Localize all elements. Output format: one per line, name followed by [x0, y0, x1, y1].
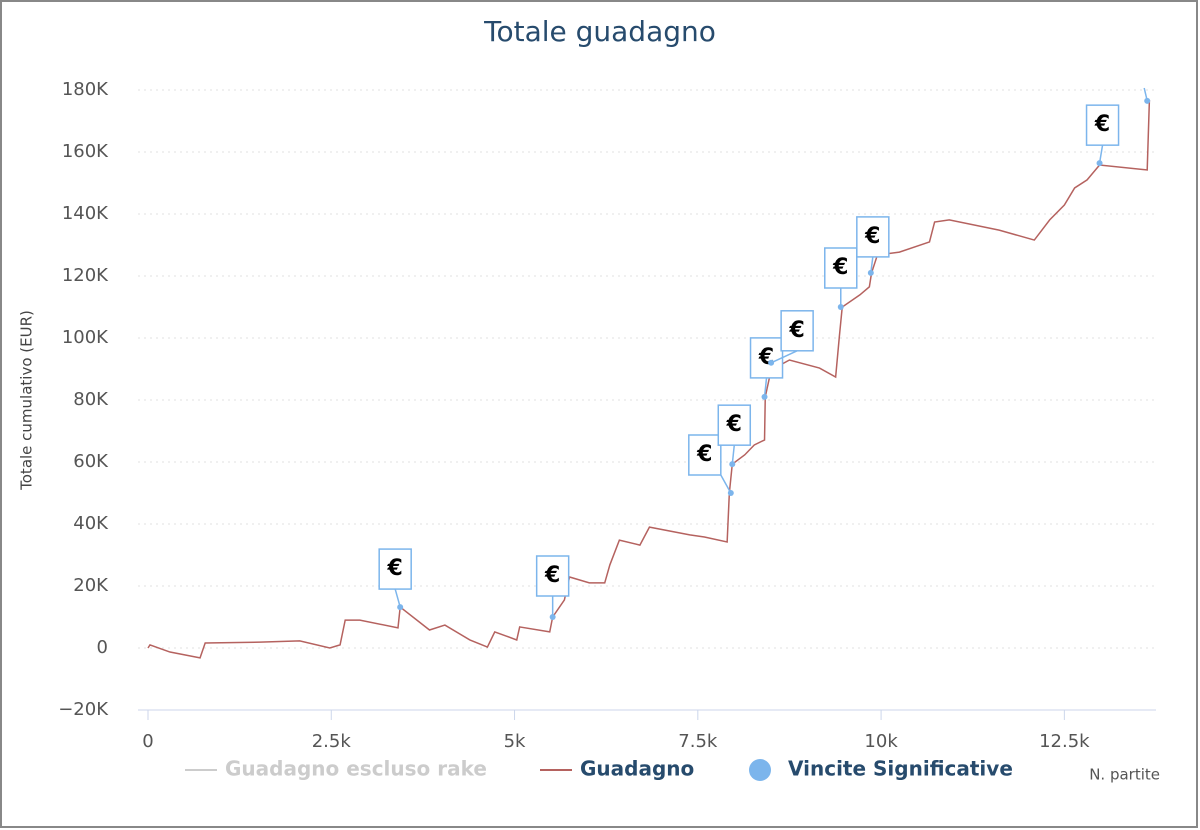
flag-label: € — [696, 442, 712, 467]
x-tick-label: 10k — [864, 731, 898, 752]
flag-label: € — [387, 556, 403, 581]
flag-label: € — [758, 345, 774, 370]
y-tick-label: 120K — [62, 265, 109, 286]
flag-label: € — [832, 255, 848, 280]
flag-leader — [1098, 145, 1104, 164]
flag-label: € — [788, 318, 804, 343]
marker — [1144, 97, 1151, 104]
y-tick-label: 60K — [73, 451, 109, 472]
flag-leader — [770, 350, 798, 364]
chart-title: Totale guadagno — [483, 15, 716, 48]
legend-marker — [749, 759, 771, 781]
flag — [688, 434, 722, 476]
legend-label[interactable]: Guadagno escluso rake — [225, 757, 487, 781]
flag-leader — [763, 377, 768, 397]
y-tick-label: 160K — [62, 141, 109, 162]
y-tick-label: 180K — [62, 79, 109, 100]
marker — [1096, 160, 1103, 167]
flag — [780, 310, 814, 352]
flag-leader — [720, 474, 732, 494]
y-tick-label: 100K — [62, 327, 109, 348]
flag — [856, 216, 890, 258]
flag-label: € — [1094, 112, 1110, 137]
marker — [397, 604, 404, 611]
x-tick-label: 5k — [504, 731, 526, 752]
flag — [717, 404, 752, 446]
y-tick-label: 80K — [73, 389, 109, 410]
line — [147, 99, 1151, 659]
flag-leader — [731, 445, 736, 465]
flag — [535, 555, 570, 597]
y-axis-title: Totale cumulativo (EUR) — [18, 310, 36, 491]
y-tick-label: 20K — [73, 575, 109, 596]
marker — [837, 304, 844, 310]
x-tick-label: 0 — [142, 731, 153, 752]
x-tick-label: 7.5k — [678, 731, 718, 752]
x-axis-title: N. partite — [1089, 766, 1160, 784]
marker — [727, 490, 734, 496]
marker — [867, 269, 874, 276]
legend-label[interactable]: Guadagno — [580, 757, 694, 781]
flag — [824, 247, 858, 289]
marker — [768, 359, 775, 366]
flag-leader — [394, 588, 401, 608]
x-tick-label: 12.5k — [1039, 731, 1090, 752]
marker — [761, 393, 768, 400]
flag-label: € — [544, 563, 560, 588]
flag-label: € — [726, 412, 742, 437]
flag-label: € — [864, 224, 880, 249]
y-tick-label: 40K — [73, 513, 109, 534]
flag — [378, 548, 412, 590]
y-tick-label: 0 — [97, 637, 108, 658]
flag — [1085, 104, 1120, 146]
marker — [549, 614, 556, 620]
y-tick-label: −20K — [58, 699, 109, 720]
marker — [729, 461, 736, 468]
x-tick-label: 2.5k — [312, 731, 352, 752]
legend-label[interactable]: Vincite Significative — [788, 757, 1013, 781]
y-tick-label: 140K — [62, 203, 109, 224]
